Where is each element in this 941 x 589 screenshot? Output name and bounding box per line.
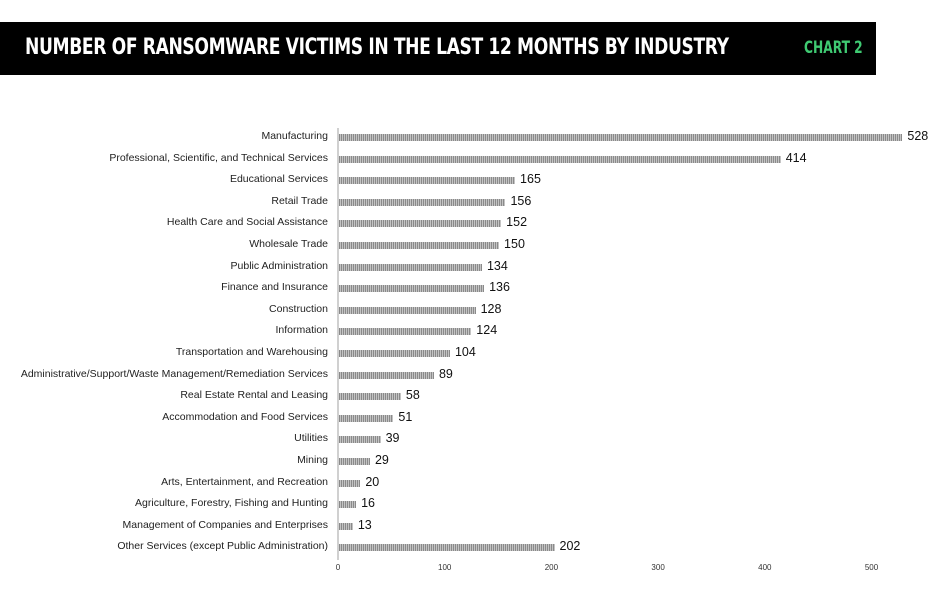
bar-value-label: 89 [438,366,453,381]
bar-value-label: 29 [374,453,389,467]
category-label: Educational Services [229,173,328,186]
bar-row: Mining 29 [0,452,941,470]
bar-row: Finance and Insurance 136 [0,279,941,297]
x-axis-tick-label: 100 [438,563,452,572]
category-label: Manufacturing [261,130,328,142]
bar-row: Retail Trade 156 [0,193,941,211]
bar-value-label: 152 [506,215,528,230]
category-label: Retail Trade [271,194,328,207]
bar [339,436,381,444]
category-label: Arts, Entertainment, and Recreation [161,475,328,488]
bar-row: Administrative/Support/Waste Management/… [0,366,941,384]
category-label: Administrative/Support/Waste Management/… [20,367,328,380]
category-label: Other Services (except Public Administra… [117,540,328,553]
bar [339,242,500,249]
bar [339,458,370,465]
bar [339,522,353,530]
x-axis-tick-label: 500 [864,563,879,572]
bar-row: Construction 128 [0,301,941,319]
bar-row: Educational Services 165 [0,171,941,189]
bar-value-label: 51 [398,409,413,424]
category-label: Real Estate Rental and Leasing [180,389,328,402]
bar-value-label: 58 [405,388,420,403]
bar-value-label: 165 [520,172,541,187]
bar-row: Information 124 [0,322,941,340]
bar [339,134,903,141]
chart-title: NUMBER OF RANSOMWARE VICTIMS IN THE LAST… [25,35,729,60]
category-label: Professional, Scientific, and Technical … [109,151,328,164]
bar-row: Health Care and Social Assistance 152 [0,214,941,232]
bar-row: Arts, Entertainment, and Recreation 20 [0,474,941,492]
bar-value-label: 124 [476,323,498,338]
bar-chart: Manufacturing 528 Professional, Scientific… [0,128,941,578]
x-axis-tick-label: 0 [335,563,341,572]
bar-row: Public Administration 134 [0,258,941,276]
bar-row: Utilities 39 [0,430,941,448]
category-label: Wholesale Trade [249,238,328,250]
chart-number-tag: CHART 2 [804,38,863,58]
bar-value-label: 136 [489,280,510,295]
bar-value-label: 13 [357,517,372,532]
bar-value-label: 156 [510,193,532,208]
bar-value-label: 128 [480,301,502,316]
bar [339,220,502,228]
bar [339,177,516,185]
category-label: Health Care and Social Assistance [166,216,328,229]
bar [339,328,472,336]
bar [339,371,434,379]
bar-row: Accommodation and Food Services 51 [0,409,941,427]
category-label: Finance and Insurance [221,281,328,294]
category-label: Transportation and Warehousing [175,346,328,358]
category-label: Construction [269,302,328,315]
category-label: Mining [297,454,328,466]
bar-row: Wholesale Trade 150 [0,236,941,254]
bar-value-label: 16 [361,496,375,511]
x-axis-tick-label: 400 [758,563,772,572]
x-axis-tick-label: 300 [651,563,665,572]
bar [339,306,476,314]
bar [339,350,450,357]
bar [339,544,555,552]
bar-row: Manufacturing 528 [0,128,941,146]
bar-value-label: 134 [486,258,508,273]
y-axis-line [337,128,339,560]
bar [339,479,361,487]
bar-row: Real Estate Rental and Leasing 58 [0,387,941,405]
x-axis-tick-label: 200 [544,563,559,572]
title-bar: NUMBER OF RANSOMWARE VICTIMS IN THE LAST… [0,22,876,75]
bar-value-label: 414 [785,150,807,165]
bar [339,285,485,293]
bar-row: Other Services (except Public Administra… [0,538,941,556]
bar-value-label: 39 [385,431,400,446]
category-label: Information [275,324,328,337]
bar-row: Professional, Scientific, and Technical … [0,150,941,168]
bar [339,155,781,163]
bar-row: Agriculture, Forestry, Fishing and Hunti… [0,495,941,513]
category-label: Accommodation and Food Services [162,410,328,423]
bar-value-label: 20 [365,474,380,489]
bar-row: Management of Companies and Enterprises 1… [0,517,941,535]
bar-value-label: 104 [454,345,476,359]
bar [339,198,506,206]
category-label: Utilities [294,432,328,445]
category-label: Management of Companies and Enterprises [122,518,328,531]
bar [339,393,401,401]
category-label: Public Administration [230,259,328,272]
bar-value-label: 150 [504,237,525,251]
bar-row: Transportation and Warehousing 104 [0,344,941,362]
bar-value-label: 528 [907,129,929,143]
bar [339,501,357,509]
bar-value-label: 202 [559,539,581,554]
category-label: Agriculture, Forestry, Fishing and Hunti… [135,497,328,510]
bar [339,414,394,422]
bar [339,263,482,271]
